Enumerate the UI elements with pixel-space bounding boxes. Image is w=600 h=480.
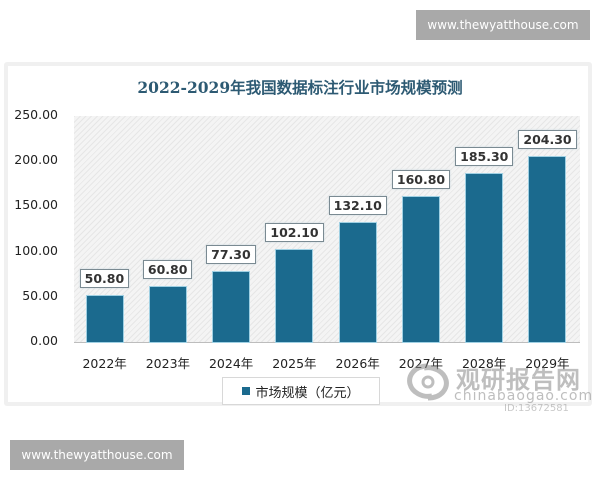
y-tick-label: 250.00 — [14, 107, 58, 122]
bar — [276, 249, 313, 342]
legend-label: 市场规模（亿元） — [255, 385, 360, 401]
watermark-top: www.thewyatthouse.com — [416, 10, 590, 40]
y-tick-label: 200.00 — [14, 152, 58, 168]
x-axis-line — [74, 342, 580, 343]
x-tick-label: 2022年 — [82, 356, 127, 371]
data-label: 160.80 — [391, 169, 451, 189]
data-label: 132.10 — [328, 195, 387, 215]
chart-title: 2022-2029年我国数据标注行业市场规模预测 — [137, 78, 463, 97]
x-tick-label: 2028年 — [461, 356, 507, 371]
x-tick-label: 2026年 — [335, 356, 380, 371]
data-label: 185.30 — [455, 147, 514, 167]
bar — [149, 287, 186, 342]
legend: 市场规模（亿元） — [222, 377, 380, 405]
x-tick-label: 2025年 — [272, 356, 317, 371]
y-tick-label: 0.00 — [30, 333, 58, 348]
x-tick-label: 2023年 — [145, 356, 191, 371]
data-label: 102.10 — [265, 222, 324, 242]
data-label: 204.30 — [518, 130, 577, 150]
bar — [213, 272, 250, 342]
bar — [466, 174, 503, 342]
bar — [402, 196, 439, 342]
bar — [339, 222, 376, 342]
x-tick-label: 2029年 — [525, 356, 570, 371]
x-tick-label: 2024年 — [208, 356, 254, 371]
y-tick-label: 50.00 — [22, 287, 58, 303]
bar — [86, 296, 123, 342]
y-tick-label: 100.00 — [14, 242, 58, 258]
data-label: 60.80 — [142, 260, 193, 280]
watermark-bottom: www.thewyatthouse.com — [10, 440, 184, 470]
data-label: 50.80 — [79, 269, 130, 289]
bar — [529, 157, 566, 342]
y-tick-label: 150.00 — [14, 197, 58, 213]
data-label: 77.30 — [206, 245, 256, 265]
legend-swatch-icon — [242, 387, 251, 395]
x-tick-label: 2027年 — [398, 356, 444, 371]
